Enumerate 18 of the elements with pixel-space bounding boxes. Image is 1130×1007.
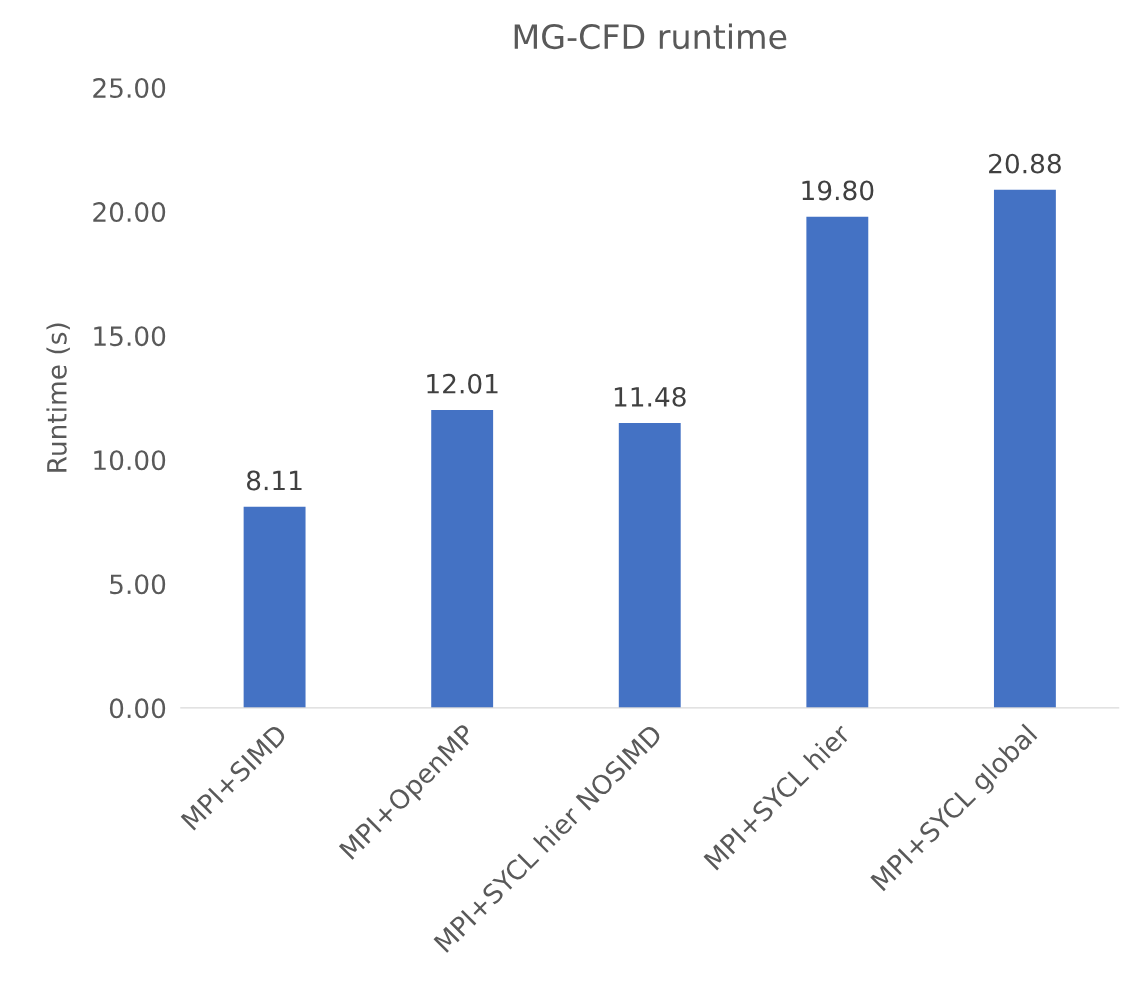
y-tick-label: 10.00: [94, 450, 166, 471]
data-label: 20.88: [989, 153, 1061, 174]
data-label: 11.48: [614, 386, 686, 407]
data-label: 8.11: [247, 470, 302, 491]
bar: [431, 409, 494, 708]
y-tick-label: 25.00: [93, 78, 166, 99]
y-tick-label: 5.00: [110, 574, 166, 595]
y-tick-label: 0.00: [109, 698, 166, 719]
y-tick-label: 15.00: [94, 326, 166, 347]
data-label: 19.80: [802, 180, 874, 201]
y-tick-label: 20.00: [93, 202, 166, 223]
data-label: 12.01: [427, 373, 498, 394]
bar: [993, 189, 1056, 708]
chart-title: MG-CFD runtime: [514, 23, 787, 50]
y-axis-title: Runtime (s): [46, 323, 70, 472]
bar: [806, 216, 869, 708]
bar: [243, 506, 306, 708]
bar: [618, 423, 681, 708]
